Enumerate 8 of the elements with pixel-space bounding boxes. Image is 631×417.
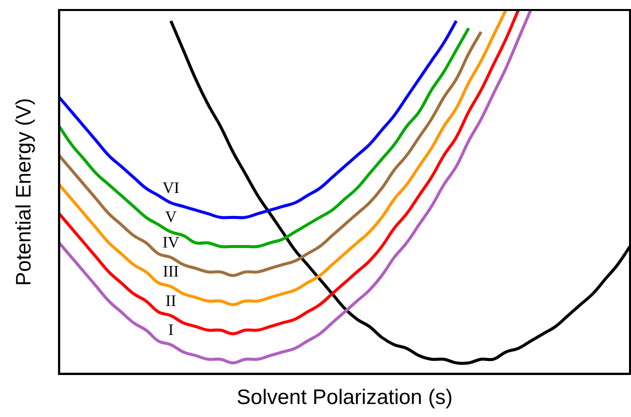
series-label: I [168,322,174,339]
series-label: IV [162,234,180,252]
series-label: V [165,209,178,226]
series-label: III [162,264,179,281]
y-axis-title: Potential Energy (V) [12,98,36,286]
series-label: II [166,292,176,310]
series-label: VI [162,180,180,198]
x-axis-title: Solvent Polarization (s) [236,386,453,410]
